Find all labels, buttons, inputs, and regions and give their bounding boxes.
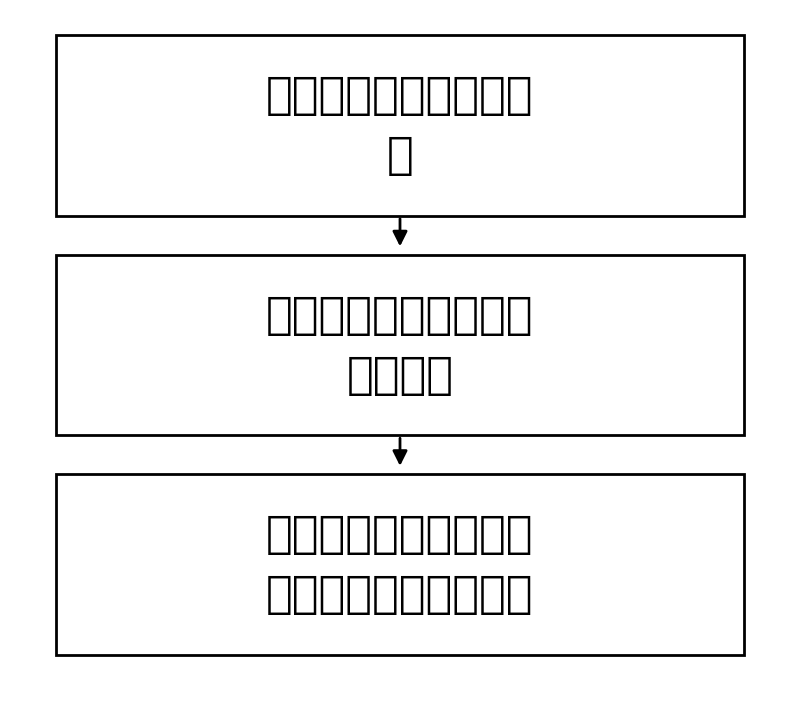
Bar [56, 255, 744, 435]
Bar [56, 35, 744, 216]
Text: 采用光刻工艺定义出电
感的图形: 采用光刻工艺定义出电 感的图形 [266, 294, 534, 396]
Bar [56, 474, 744, 655]
Text: 在介质层上淀积一层金
属: 在介质层上淀积一层金 属 [266, 74, 534, 177]
Text: 进行金属层刻蚀，去除
光刻胶，形成金属线圈: 进行金属层刻蚀，去除 光刻胶，形成金属线圈 [266, 513, 534, 616]
